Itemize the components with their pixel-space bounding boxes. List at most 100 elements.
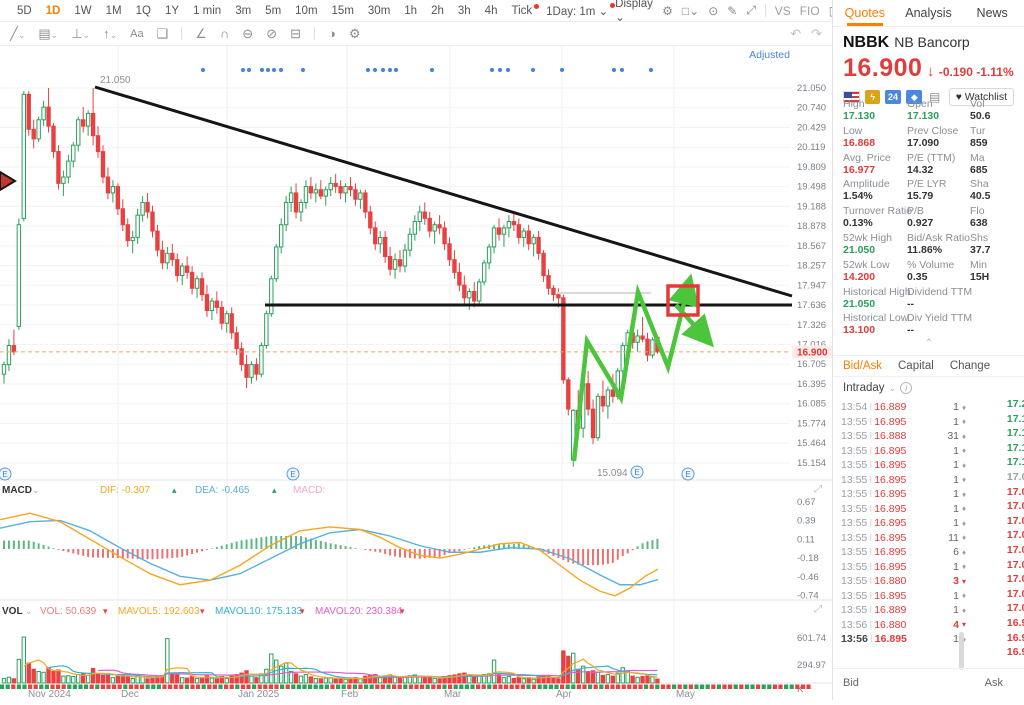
watchlist-button[interactable]: ♥ Watchlist [948, 88, 1014, 106]
measure-tools-dropdown[interactable]: ⊥⌄ [71, 25, 91, 41]
text-tool[interactable]: Aa [130, 27, 144, 40]
expand-vol-icon[interactable]: ⤢ [814, 604, 822, 615]
timeframe-tick[interactable]: Tick [504, 3, 540, 19]
zigzag-arrow-drawing[interactable] [571, 273, 700, 462]
timeframe-15m[interactable]: 15m [331, 4, 354, 17]
timeframe-1d[interactable]: 1D [45, 4, 61, 17]
intraday-header[interactable]: Intraday ⌄ i [843, 382, 913, 394]
info-icon[interactable]: i [900, 382, 913, 394]
timeframe-1m[interactable]: 1M [105, 4, 122, 17]
delete-drawings-tool[interactable]: ⊟ [290, 25, 301, 41]
bookmark-icon[interactable]: ▤ [928, 90, 941, 104]
arrow-wedge-drawing[interactable] [0, 170, 17, 192]
adjusted-toggle[interactable]: Adjusted [749, 49, 790, 61]
timeframe-10m[interactable]: 10m [295, 4, 318, 17]
timeframe-1y[interactable]: 1Y [164, 4, 180, 17]
arrow-tools-dropdown[interactable]: ↑⌄ [103, 26, 118, 41]
svg-text:▾: ▾ [300, 606, 305, 616]
note-tool[interactable]: ❑ [156, 25, 169, 41]
timeframe-1q[interactable]: 1Q [135, 4, 151, 17]
ladder-price: 17.100 [1006, 456, 1024, 469]
subtab-change[interactable]: Change [949, 360, 991, 372]
shape-tools-dropdown[interactable]: ▤⌄ [38, 25, 59, 41]
svg-text:-0.74: -0.74 [797, 591, 819, 602]
candlestick-chart-canvas[interactable]: 21.050 20.740 20.429 20.119 19.809 19.498 19.1… [0, 46, 832, 700]
bid-ask-footer: Bid Ask [833, 668, 1024, 700]
collapse-grid-chevron[interactable]: ⌃ [924, 338, 934, 349]
svg-text:15.094: 15.094 [597, 468, 628, 479]
hide-drawings-tool[interactable]: ⊘ [266, 25, 278, 41]
month-label: Mar [444, 689, 462, 700]
drawing-settings-icon[interactable]: ⚙ [348, 25, 361, 41]
continuous-draw-tool[interactable]: ⊖ [242, 25, 254, 41]
vs-compare-button[interactable]: VS [774, 3, 791, 18]
angle-tool[interactable]: ∠ [195, 25, 207, 41]
earnings-marker-icon[interactable] [0, 467, 12, 481]
price-change: -0.190 -1.11% [938, 65, 1014, 79]
quote-cell: % Volume 0.35 [907, 258, 955, 283]
panel-tab-analysis[interactable]: Analysis [905, 6, 952, 20]
undo-icon[interactable]: ↶ [790, 25, 802, 41]
svg-text:294.97: 294.97 [797, 660, 826, 671]
fullscreen-icon[interactable]: ⤢ [746, 3, 756, 17]
trade-row: 13:55 I 16.889 1 ♦ [841, 604, 967, 617]
chevron-down-icon: ⌄ [615, 11, 625, 24]
svg-text:▴: ▴ [172, 485, 177, 495]
compare-tool[interactable]: ◑ [327, 26, 336, 41]
earnings-marker-icon[interactable] [630, 465, 644, 479]
trade-row: 13:56 I 16.880 4 ▾ [841, 618, 966, 631]
quote-cell: Open 17.130 [907, 98, 940, 122]
timeframe-4h[interactable]: 4h [484, 4, 498, 17]
display-dropdown[interactable]: Display ⌄ [615, 0, 653, 24]
svg-text:601.74: 601.74 [797, 633, 826, 644]
candle-style-dropdown[interactable]: □⌄ [681, 3, 700, 18]
ladder-price: 17.000 [1006, 602, 1024, 615]
panel-tab-quotes[interactable]: Quotes [833, 0, 897, 26]
timeframe-5d[interactable]: 5D [17, 4, 32, 17]
svg-text:20.740: 20.740 [797, 103, 826, 114]
quote-cell: Ma 685 [970, 151, 988, 176]
down-arrow-drawing[interactable] [674, 303, 715, 348]
main-chart[interactable]: 21.050 20.740 20.429 20.119 19.809 19.498 19.1… [0, 46, 832, 700]
panel-tab-news[interactable]: News [976, 6, 1008, 20]
svg-text:21.050: 21.050 [797, 83, 826, 94]
earnings-marker-icon[interactable] [286, 467, 300, 481]
timeframe-2h[interactable]: 2h [431, 4, 444, 17]
timeframe-3h[interactable]: 3h [457, 4, 471, 17]
redo-icon[interactable]: ↷ [811, 25, 822, 41]
draw-icon[interactable]: ✎ [727, 3, 738, 18]
earnings-marker-icon[interactable] [681, 467, 695, 481]
expand-macd-icon[interactable]: ⤢ [814, 484, 822, 495]
svg-text:19.188: 19.188 [797, 201, 826, 212]
timeframe-5m[interactable]: 5m [265, 4, 282, 17]
timeframe-30m[interactable]: 30m [367, 4, 391, 17]
svg-text:16.395: 16.395 [797, 379, 826, 390]
timeframe-3m[interactable]: 3m [235, 4, 252, 17]
timeframe-1day-1m[interactable]: 1Day: 1m ⌄ [539, 2, 616, 20]
month-label: Jan 2025 [238, 689, 280, 700]
svg-text:15.774: 15.774 [797, 418, 826, 429]
trade-row: 13:55 I 16.895 1 ♦ [841, 502, 967, 515]
timeframe-1w[interactable]: 1W [74, 4, 92, 17]
heart-icon: ♥ [955, 91, 962, 103]
subtab-bid-ask[interactable]: Bid/Ask [843, 360, 882, 372]
timeframe-1-min[interactable]: 1 min [193, 4, 222, 17]
trade-row: 13:55 I 16.888 31 ♦ [841, 430, 967, 443]
settings-icon[interactable]: ⚙ [662, 3, 673, 18]
trendline-drawing[interactable] [94, 85, 793, 298]
stock-name: NB Bancorp [894, 34, 970, 50]
fio-button[interactable]: FIO [799, 3, 820, 18]
screenshot-icon[interactable]: ⊙ [708, 3, 719, 18]
24h-trading-badge: 24 [884, 90, 902, 104]
macd-indicator-label[interactable]: MACD [2, 485, 32, 496]
subtab-capital[interactable]: Capital [898, 360, 934, 372]
vol-indicator-label[interactable]: VOL [2, 606, 23, 617]
quote-cell: Low 16.868 [843, 124, 876, 149]
line-tools-dropdown[interactable]: ╱⌄ [10, 25, 26, 41]
red-box-drawing[interactable] [666, 284, 700, 317]
timeframe-1h[interactable]: 1h [404, 4, 418, 17]
magnet-tool[interactable]: ∩ [219, 26, 230, 41]
trades-scrollbar[interactable] [959, 632, 964, 670]
last-price: 16.900 [843, 54, 923, 82]
ladder-price: 16.970 [1006, 646, 1024, 659]
